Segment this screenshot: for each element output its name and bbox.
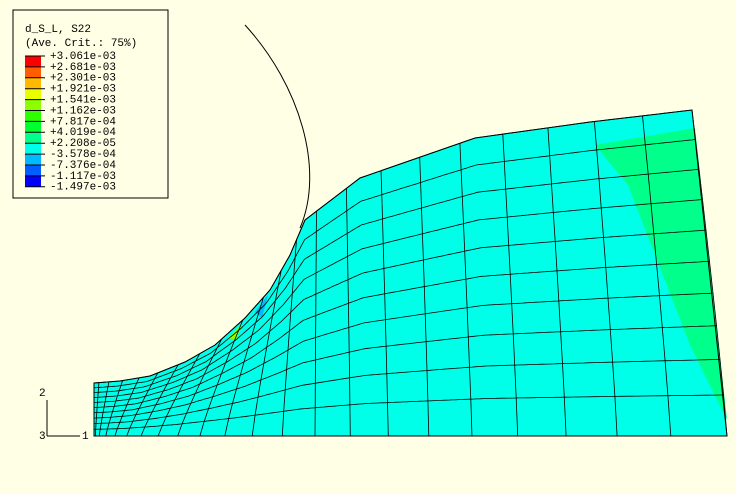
part-body bbox=[94, 110, 727, 436]
legend-swatch bbox=[25, 99, 41, 111]
legend-label: +1.541e-03 bbox=[50, 95, 116, 107]
mesh-line bbox=[94, 359, 721, 424]
legend-swatch bbox=[25, 143, 41, 155]
rigid-surface bbox=[244, 24, 311, 229]
legend-swatch bbox=[25, 66, 41, 78]
legend-label: +7.817e-04 bbox=[50, 116, 116, 128]
contour-region bbox=[255, 295, 268, 318]
legend-label: +1.921e-03 bbox=[50, 84, 116, 96]
legend-label: +1.162e-03 bbox=[50, 105, 116, 117]
mesh-line bbox=[93, 260, 710, 408]
legend-swatch bbox=[25, 121, 41, 133]
mesh bbox=[93, 109, 728, 437]
mesh-line bbox=[93, 168, 700, 393]
legend-label: +2.301e-03 bbox=[50, 73, 116, 85]
legend-swatch bbox=[25, 56, 41, 67]
legend-label: -1.497e-03 bbox=[50, 182, 116, 194]
legend-swatch bbox=[25, 110, 41, 122]
mesh-line bbox=[93, 199, 703, 398]
legend-swatch bbox=[25, 77, 41, 89]
legend-label: -7.376e-04 bbox=[50, 160, 116, 172]
contour-region bbox=[595, 128, 727, 420]
legend-swatch bbox=[25, 154, 41, 165]
legend-label: -3.578e-04 bbox=[50, 149, 116, 161]
legend-label: -1.117e-03 bbox=[50, 171, 116, 183]
legend-label: +2.681e-03 bbox=[50, 62, 116, 74]
legend-swatch bbox=[25, 88, 41, 100]
legend-subtitle: (Ave. Crit.: 75%) bbox=[25, 38, 137, 50]
mesh-line bbox=[94, 394, 724, 430]
legend-label: +4.019e-04 bbox=[50, 127, 116, 139]
legend-swatch bbox=[25, 132, 41, 144]
mesh-line bbox=[93, 139, 696, 389]
mesh-line bbox=[93, 229, 707, 403]
legend-swatch bbox=[25, 165, 41, 176]
legend-swatch bbox=[25, 175, 41, 187]
legend-label: +2.208e-05 bbox=[50, 138, 116, 150]
triad-label: 2 bbox=[39, 388, 46, 400]
part-outline bbox=[93, 109, 728, 437]
legend: +3.061e-03+2.681e-03+2.301e-03+1.921e-03… bbox=[25, 51, 116, 194]
triad-label: 3 bbox=[39, 431, 46, 443]
mesh-line bbox=[93, 292, 714, 414]
legend-title: d_S_L, S22 bbox=[25, 24, 91, 36]
legend-label: +3.061e-03 bbox=[50, 51, 116, 63]
mesh-line bbox=[93, 325, 717, 419]
triad-label: 1 bbox=[82, 431, 89, 443]
